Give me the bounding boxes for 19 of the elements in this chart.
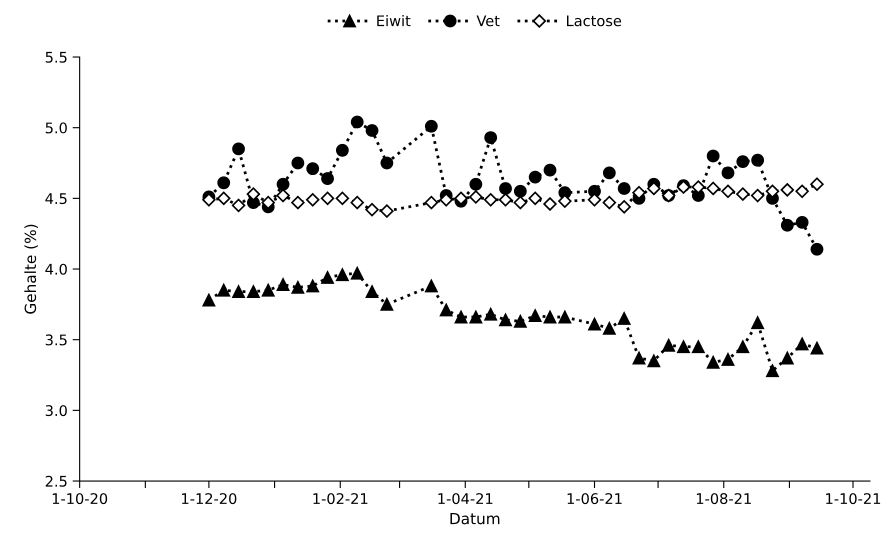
x-axis-title: Datum bbox=[450, 512, 500, 524]
x-tick-label: 1-12-20 bbox=[182, 493, 236, 504]
x-tick-label: 1-06-21 bbox=[568, 493, 622, 504]
y-tick-label: 4.0 bbox=[45, 264, 67, 275]
legend-label: Eiwit bbox=[377, 15, 410, 26]
x-tick-label: 1-08-21 bbox=[696, 493, 751, 504]
x-tick-label: 1-10-20 bbox=[52, 493, 108, 504]
legend-label: Lactose bbox=[567, 15, 622, 26]
x-tick-label: 1-10-21 bbox=[826, 493, 880, 504]
y-tick-label: 4.5 bbox=[45, 193, 67, 204]
x-tick-label: 1-02-21 bbox=[313, 493, 368, 504]
x-tick-label: 1-04-21 bbox=[438, 493, 492, 504]
y-tick-label: 5.5 bbox=[46, 52, 67, 63]
legend-label: Vet bbox=[476, 15, 500, 26]
y-tick-label: 5.0 bbox=[46, 122, 67, 134]
y-axis-title: Gehalte (%) bbox=[24, 224, 38, 314]
y-tick-label: 3.0 bbox=[46, 405, 67, 416]
y-tick-label: 2.5 bbox=[46, 476, 67, 487]
y-tick-label: 3.5 bbox=[46, 334, 67, 346]
